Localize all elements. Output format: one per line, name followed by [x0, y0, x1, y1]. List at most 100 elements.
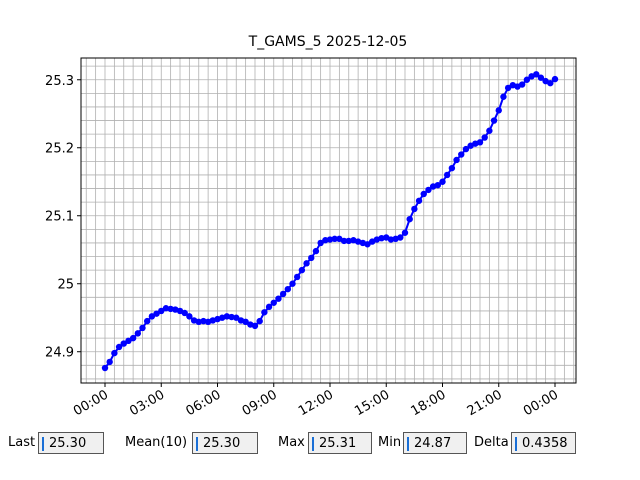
data-point [162, 305, 170, 312]
data-point [106, 358, 113, 366]
stat-label: Max [278, 435, 305, 450]
data-point [458, 151, 465, 158]
data-point [378, 234, 385, 242]
stat-label: Delta [474, 435, 509, 450]
data-point [139, 324, 146, 332]
data-point [125, 337, 132, 345]
data-point [101, 364, 109, 372]
stat-value: 24.87 [403, 432, 467, 454]
data-point [181, 309, 188, 317]
data-point [111, 349, 118, 357]
data-point [317, 239, 324, 247]
data-point [439, 178, 446, 185]
data-point [265, 303, 273, 311]
data-point [411, 205, 418, 213]
data-point [387, 236, 395, 243]
data-point [143, 317, 151, 325]
data-point [490, 117, 498, 124]
data-point [547, 79, 554, 87]
data-point [312, 247, 320, 255]
stat-value: 0.4358 [511, 432, 576, 454]
data-point [486, 127, 493, 134]
data-point [284, 285, 292, 293]
data-point [331, 235, 338, 243]
x-tick-label: 00:00 [71, 387, 111, 419]
data-point [415, 197, 423, 204]
data-point [364, 241, 371, 248]
x-tick-label: 12:00 [296, 387, 336, 419]
y-tick-label: 25.1 [45, 210, 74, 225]
data-point [518, 81, 526, 88]
x-tick-label: 00:00 [521, 387, 561, 419]
data-point [453, 156, 460, 164]
data-point [537, 74, 545, 81]
data-point [186, 313, 193, 320]
data-point [134, 330, 142, 337]
data-point [275, 295, 282, 302]
data-point [523, 76, 531, 83]
data-point [420, 190, 427, 198]
data-point [462, 145, 470, 153]
data-point [115, 343, 123, 351]
data-point [448, 164, 456, 172]
data-point [293, 273, 301, 281]
data-point [200, 317, 207, 325]
data-point [158, 307, 165, 315]
data-point [340, 237, 348, 245]
x-tick-label: 03:00 [127, 387, 167, 419]
data-point [533, 71, 540, 78]
data-point [289, 280, 296, 287]
data-point [481, 134, 488, 141]
chart: T_GAMS_5 2025-12-05 24.9 25 25.1 25.2 25.3 00… [45, 34, 577, 419]
data-point [256, 317, 263, 325]
data-point [397, 234, 404, 241]
data-point [279, 290, 287, 298]
data-point [308, 254, 315, 262]
stat-label: Min [378, 435, 402, 450]
plot-frame [80, 57, 577, 384]
data-point [322, 237, 329, 244]
data-point [500, 93, 507, 100]
data-point [303, 260, 310, 267]
data-point [443, 171, 451, 179]
data-point [401, 229, 409, 236]
stat-value: 25.30 [192, 432, 258, 454]
data-point [326, 236, 334, 243]
x-tick-label: 15:00 [352, 387, 392, 419]
data-point [261, 309, 268, 316]
data-point [251, 322, 259, 330]
x-tick-label: 06:00 [184, 387, 224, 419]
x-tick-label: 21:00 [465, 387, 505, 419]
data-point [223, 313, 231, 320]
data-point [120, 340, 127, 347]
data-point [167, 305, 174, 313]
stat-value: 25.31 [308, 432, 372, 454]
y-tick-label: 25.3 [45, 74, 74, 89]
data-point [495, 107, 502, 114]
data-point [153, 310, 160, 317]
data-point [298, 266, 306, 274]
data-point [148, 313, 156, 320]
stat-value: 25.30 [38, 432, 104, 454]
data-point [345, 237, 352, 245]
data-point [129, 334, 137, 342]
stat-label: Mean(10) [125, 435, 188, 450]
y-tick-label: 25.2 [45, 142, 74, 157]
y-tick-label: 25 [57, 278, 74, 293]
stat-label: Last [8, 435, 36, 450]
x-tick-label: 09:00 [240, 387, 280, 419]
chart-title: T_GAMS_5 2025-12-05 [248, 34, 408, 50]
x-tick-label: 18:00 [409, 387, 449, 419]
data-point [406, 215, 413, 223]
data-point [425, 186, 432, 194]
data-point [551, 75, 559, 83]
data-point [233, 314, 240, 321]
data-point [270, 299, 277, 306]
data-point [242, 318, 249, 326]
data-point [504, 84, 512, 92]
data-point [228, 313, 235, 321]
data-point [195, 318, 202, 326]
data-point [434, 181, 442, 189]
y-tick-label: 24.9 [45, 346, 74, 361]
